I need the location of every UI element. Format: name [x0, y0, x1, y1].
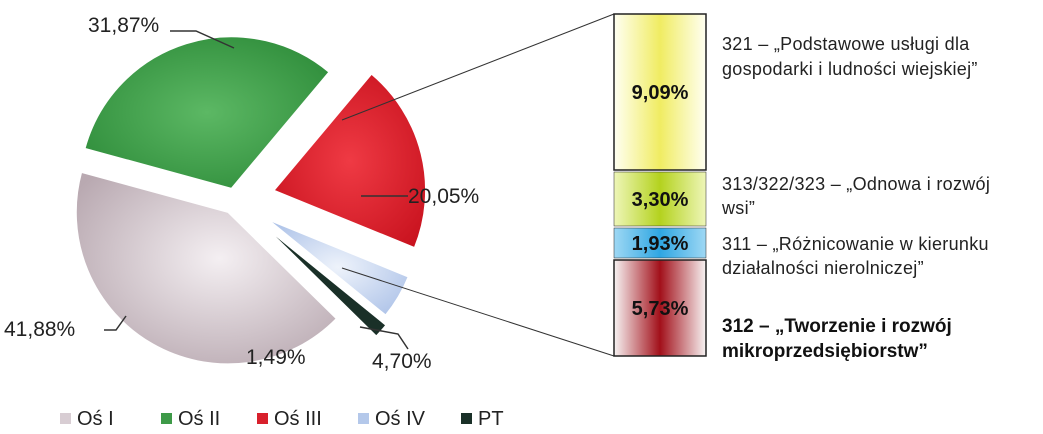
bar-label-321: 9,09% [632, 82, 689, 104]
pie-slice-os-iv [267, 218, 410, 317]
desc-321-line-2: gospodarki i ludności wiejskiej” [722, 59, 978, 79]
legend-swatch-os-i [60, 413, 71, 424]
bar-segment-313-322-323 [613, 171, 707, 227]
pie-label-os-iv: 4,70% [372, 350, 432, 373]
pie-slice-os-i [75, 171, 338, 365]
bar-label-311: 1,93% [632, 233, 689, 255]
leader-line-os-i [104, 315, 127, 331]
breakdown-descriptions: 321 – „Podstawowe usługi dla gospodarki … [721, 34, 990, 362]
pie-labels: 31,87% 20,05% 41,88% 1,49% 4,70% [4, 14, 479, 373]
bar-segment-321 [613, 13, 707, 171]
legend-label-os-iii: Oś III [274, 408, 322, 430]
bar-segment-311 [613, 227, 707, 259]
breakdown-connectors [341, 13, 615, 357]
pie [75, 35, 427, 365]
breakdown-bar: 9,09% 3,30% 1,93% 5,73% [613, 13, 707, 357]
pie-label-pt: 1,49% [246, 346, 306, 369]
desc-312-line-2: mikroprzedsiębiorstw” [722, 341, 928, 362]
desc-312-line-1: 312 – „Tworzenie i rozwój [722, 316, 952, 337]
legend-label-os-ii: Oś II [178, 408, 220, 430]
legend: Oś I Oś II Oś III Oś IV PT [60, 408, 504, 430]
legend-swatch-os-iv [358, 413, 369, 424]
desc-311-line-2: działalności nierolniczej” [722, 258, 924, 278]
leader-line-os-ii [170, 30, 235, 49]
legend-label-pt: PT [478, 408, 504, 430]
bar-label-313-322-323: 3,30% [632, 189, 689, 211]
desc-313-line-1: 313/322/323 – „Odnowa i rozwój [722, 174, 990, 194]
pie-slice-os-ii [83, 35, 331, 190]
connector-top [341, 13, 615, 121]
legend-swatch-os-iii [257, 413, 268, 424]
desc-313-line-2: wsi” [721, 198, 755, 218]
legend-label-os-i: Oś I [77, 408, 114, 430]
connector-bottom [341, 267, 615, 357]
pie-label-os-i: 41,88% [4, 318, 75, 341]
pie-slice-os-iii [272, 72, 427, 249]
bar-segment-312 [613, 259, 707, 357]
legend-swatch-os-ii [161, 413, 172, 424]
desc-311-line-1: 311 – „Różnicowanie w kierunku [722, 234, 989, 254]
pie-leader-lines [104, 30, 409, 350]
leader-line-os-iv [359, 326, 409, 350]
legend-label-os-iv: Oś IV [375, 408, 426, 430]
pie-label-os-iii: 20,05% [408, 185, 479, 208]
desc-321-line-1: 321 – „Podstawowe usługi dla [722, 34, 970, 54]
legend-swatch-pt [461, 413, 472, 424]
pie-label-os-ii: 31,87% [88, 14, 159, 37]
bar-label-312: 5,73% [632, 298, 689, 320]
